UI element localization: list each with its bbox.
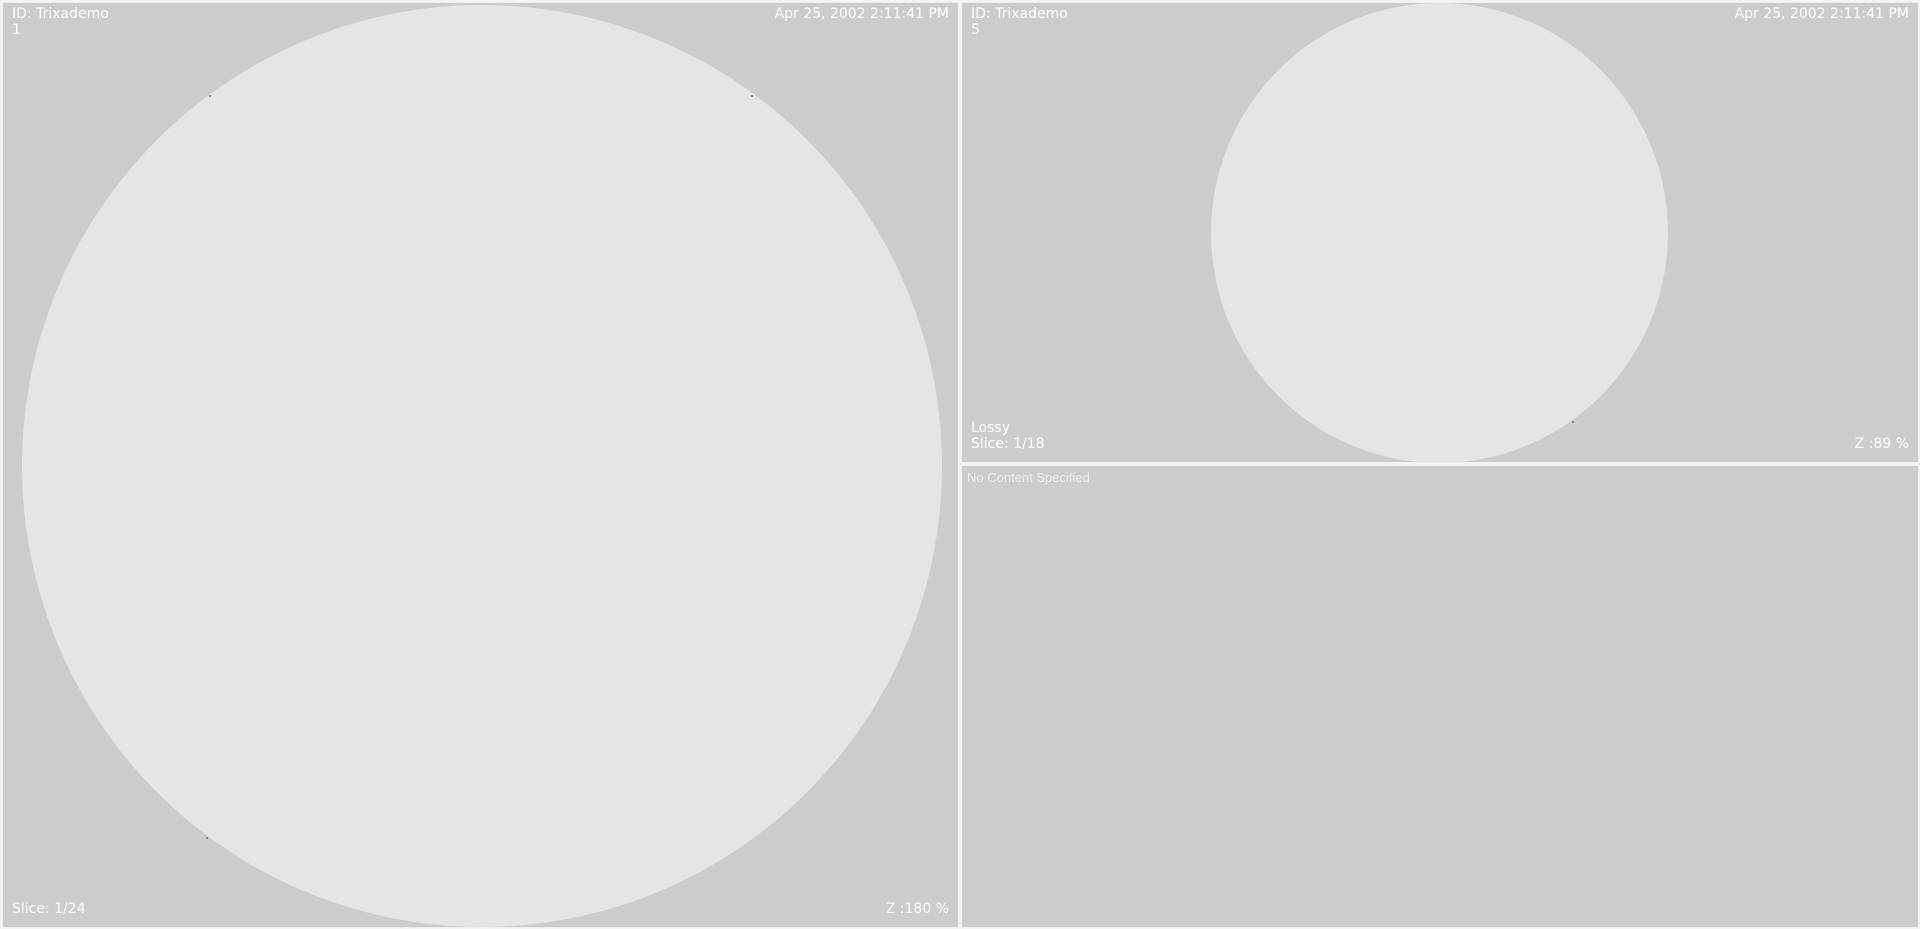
study-datetime: Apr 25, 2002 2:11:41 PM <box>774 6 949 22</box>
overlay-bottom-right: Z :89 % <box>1855 436 1909 452</box>
series-number: 5 <box>971 22 980 38</box>
image-marker <box>209 95 211 97</box>
overlay-top-left: ID: Trixademo 5 <box>971 6 1068 38</box>
image-marker <box>751 95 753 97</box>
patient-id: ID: Trixademo <box>971 6 1068 22</box>
overlay-bottom-right: Z :180 % <box>886 901 949 917</box>
overlay-top-right: Apr 25, 2002 2:11:41 PM <box>1735 6 1909 22</box>
overlay-top-right: Apr 25, 2002 2:11:41 PM <box>775 6 949 22</box>
study-datetime: Apr 25, 2002 2:11:41 PM <box>1734 6 1909 22</box>
zoom-indicator: Z :180 % <box>885 901 949 917</box>
viewport-left[interactable]: ID: Trixademo 1 Apr 25, 2002 2:11:41 PM … <box>2 2 959 928</box>
compression-label: Lossy <box>971 420 1010 436</box>
patient-id: ID: Trixademo <box>12 6 109 22</box>
series-number: 1 <box>12 22 21 38</box>
image-marker <box>1572 421 1574 423</box>
image-marker <box>206 837 208 839</box>
zoom-indicator: Z :89 % <box>1854 436 1909 452</box>
slice-indicator: Slice: 1/24 <box>12 901 86 917</box>
empty-viewport-message: No Content Specified <box>967 470 1090 485</box>
image-slice[interactable] <box>1211 3 1668 462</box>
viewport-top-right[interactable]: ID: Trixademo 5 Apr 25, 2002 2:11:41 PM … <box>961 2 1919 463</box>
overlay-bottom-left: Lossy Slice: 1/18 <box>971 420 1045 452</box>
overlay-top-left: ID: Trixademo 1 <box>12 6 109 38</box>
image-slice[interactable] <box>22 5 942 927</box>
slice-indicator: Slice: 1/18 <box>971 436 1045 452</box>
viewport-bottom-right[interactable]: No Content Specified <box>961 465 1919 928</box>
overlay-bottom-left: Slice: 1/24 <box>12 901 86 917</box>
